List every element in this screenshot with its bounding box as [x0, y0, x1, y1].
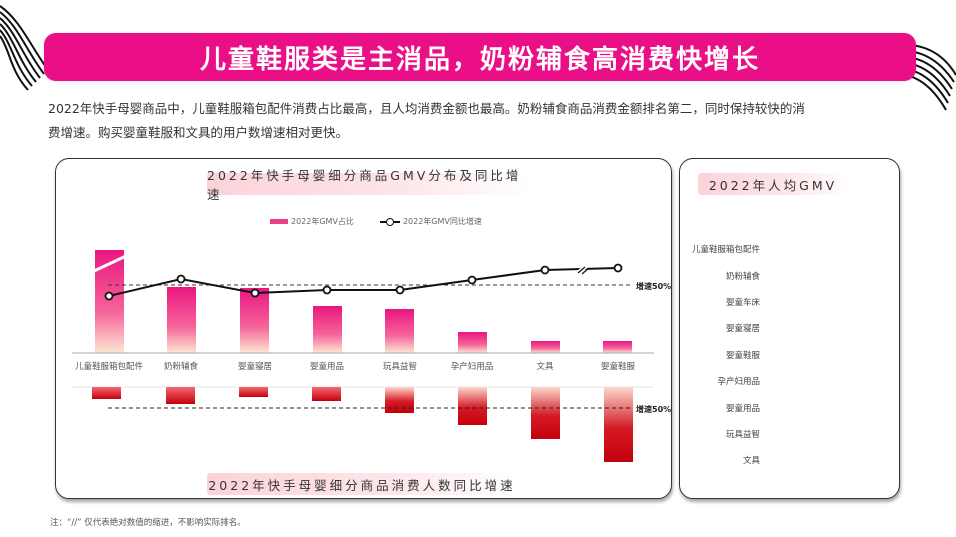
per-capita-gmv-title: 2022年人均GMV	[698, 173, 848, 195]
user-growth-bars	[92, 387, 633, 462]
page-title: 儿童鞋服类是主消品，奶粉辅食高消费快增长	[199, 44, 760, 75]
legend-label-gmv-growth: 2022年GMV同比增速	[402, 217, 482, 226]
y-label: 婴童用品	[725, 404, 760, 414]
y-label: 婴童车床	[725, 298, 760, 308]
bar-婴童寝居	[240, 288, 269, 353]
line-marker-icon	[379, 217, 400, 226]
legend-item-gmv-growth: 2022年GMV同比增速	[379, 216, 482, 227]
x-label: 玩具益智	[382, 362, 417, 372]
gmv-distribution-card	[55, 158, 672, 499]
summary-line-1: 2022年快手母婴商品中，儿童鞋服箱包配件消费占比最高，且人均消费金额也最高。奶…	[48, 101, 805, 116]
legend-item-gmv-share: 2022年GMV占比	[270, 216, 354, 227]
y-label: 孕产妇用品	[717, 377, 760, 387]
bar-down-玩具益智	[385, 387, 414, 413]
x-label: 婴童用品	[309, 362, 344, 372]
growth-markers	[104, 263, 623, 301]
bar-down-婴童用品	[312, 387, 341, 401]
bar-swatch-icon	[270, 219, 288, 224]
footnote: 注：“//” 仅代表绝对数值的缩进，不影响实际排名。	[50, 518, 246, 528]
axis-break-icon	[91, 254, 127, 274]
x-label: 婴童寝居	[237, 362, 272, 372]
x-label: 儿童鞋服箱包配件	[74, 362, 143, 372]
title-banner: 儿童鞋服类是主消品，奶粉辅食高消费快增长	[44, 33, 916, 81]
bar-婴童鞋服	[603, 341, 632, 353]
y-label: 儿童鞋服箱包配件	[691, 245, 760, 255]
x-label: 孕产妇用品	[450, 362, 494, 372]
bar-儿童鞋服箱包配件	[95, 250, 124, 353]
bar-down-婴童寝居	[239, 387, 268, 397]
y-label: 婴童寝居	[725, 324, 760, 334]
summary-text: 2022年快手母婴商品中，儿童鞋服箱包配件消费占比最高，且人均消费金额也最高。奶…	[48, 97, 908, 145]
bar-down-儿童鞋服箱包配件	[92, 387, 121, 399]
bar-down-婴童鞋服	[604, 387, 633, 462]
gmv-growth-line	[108, 267, 619, 297]
decorative-stripes-left	[0, 5, 49, 91]
bar-婴童用品	[313, 306, 342, 353]
bar-down-奶粉辅食	[166, 387, 195, 404]
reference-label-top: 增速50%	[636, 282, 672, 291]
summary-line-2: 费增速。购买婴童鞋服和文具的用户数增速相对更快。	[48, 125, 349, 140]
reference-label-bottom: 增速50%	[636, 405, 672, 414]
per-capita-gmv-card	[679, 158, 900, 499]
y-label: 玩具益智	[725, 430, 760, 440]
legend-label-gmv-share: 2022年GMV占比	[291, 217, 354, 226]
chart-legend: 2022年GMV占比 2022年GMV同比增速	[270, 216, 482, 227]
x-label: 奶粉辅食	[163, 362, 198, 372]
x-label: 婴童鞋服	[600, 362, 635, 372]
gmv-share-bars	[91, 250, 632, 353]
bar-down-孕产妇用品	[458, 387, 487, 425]
bar-文具	[531, 341, 560, 353]
y-label: 文具	[742, 456, 760, 466]
bar-玩具益智	[385, 309, 414, 353]
bar-孕产妇用品	[458, 332, 487, 353]
bar-down-文具	[531, 387, 560, 439]
y-label: 婴童鞋服	[725, 351, 760, 361]
line-break-icon	[577, 266, 586, 274]
user-growth-chart-title: 2022年快手母婴细分商品消费人数同比增速	[207, 473, 517, 495]
x-label: 文具	[536, 362, 554, 372]
y-label: 奶粉辅食	[725, 272, 760, 282]
line-break-icon-2	[581, 267, 590, 275]
bar-奶粉辅食	[167, 287, 196, 353]
